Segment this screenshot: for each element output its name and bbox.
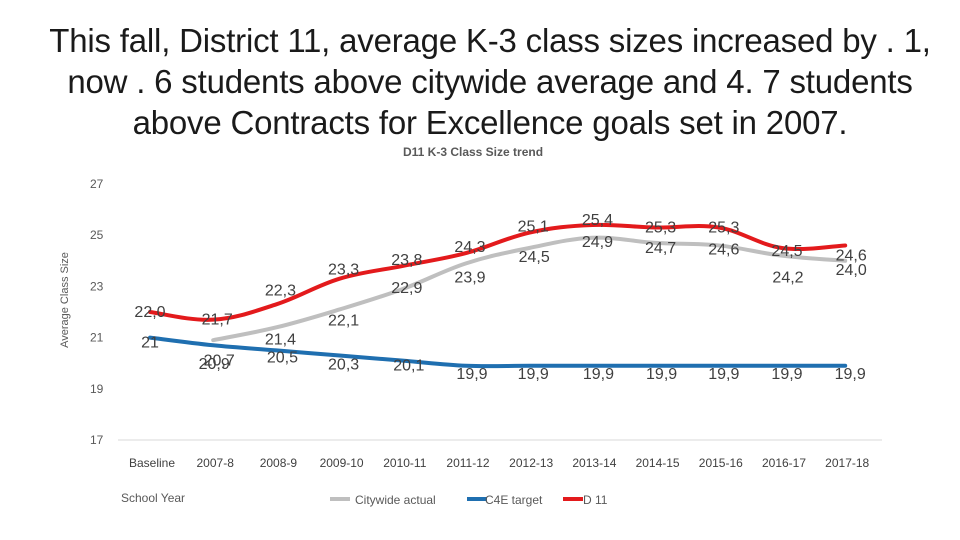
x-tick-label: 2009-10 bbox=[320, 456, 364, 470]
data-label: 25,1 bbox=[518, 219, 549, 236]
x-tick-label: 2011-12 bbox=[446, 456, 489, 470]
x-axis-title: School Year bbox=[121, 491, 185, 505]
data-label: 20,3 bbox=[328, 357, 359, 374]
x-tick-label: 2012-13 bbox=[509, 456, 553, 470]
data-label: 19,9 bbox=[518, 366, 549, 383]
data-label: 20,1 bbox=[393, 358, 424, 375]
legend: Citywide actual C4E target D 11 bbox=[330, 493, 608, 507]
legend-label: C4E target bbox=[485, 493, 543, 507]
data-label: 20,7 bbox=[204, 352, 235, 369]
data-labels: 20,9 21,4 22,1 22,9 23,9 24,5 24,9 24,7 24,6 24,2… bbox=[134, 212, 866, 383]
data-label: 22,3 bbox=[265, 282, 296, 299]
y-tick-label: 27 bbox=[90, 177, 104, 191]
data-label: 21 bbox=[141, 335, 159, 352]
data-label: 19,9 bbox=[646, 366, 677, 383]
legend-label: D 11 bbox=[583, 493, 608, 507]
data-label: 24,5 bbox=[771, 243, 802, 260]
series-line-2 bbox=[148, 222, 848, 322]
data-label: 22,0 bbox=[134, 304, 165, 321]
data-label: 21,7 bbox=[202, 312, 233, 329]
slide-title: This fall, District 11, average K-3 clas… bbox=[49, 22, 931, 141]
data-label: 23,3 bbox=[328, 262, 359, 279]
x-tick-label: 2015-16 bbox=[699, 456, 743, 470]
data-label: 24,7 bbox=[645, 240, 676, 257]
x-tick-label: 2008-9 bbox=[260, 456, 298, 470]
data-label: 25,3 bbox=[645, 220, 676, 237]
data-label: 20,9 bbox=[199, 356, 230, 373]
data-label: 19,9 bbox=[708, 366, 739, 383]
data-label: 24,6 bbox=[708, 241, 739, 258]
x-tick-label: 2017-18 bbox=[825, 456, 869, 470]
x-tick-label: 2007-8 bbox=[197, 456, 235, 470]
data-label: 19,9 bbox=[771, 366, 802, 383]
series-line-1 bbox=[148, 335, 848, 369]
x-axis-tick-labels: Baseline 2007-8 2008-9 2009-10 2010-11 2011-1… bbox=[129, 456, 870, 470]
data-label: 23,9 bbox=[454, 269, 485, 286]
x-tick-label: 2016-17 bbox=[762, 456, 806, 470]
data-label: 25,3 bbox=[708, 220, 739, 237]
data-label: 19,9 bbox=[583, 366, 614, 383]
data-label: 25,4 bbox=[582, 212, 613, 229]
data-label: 24,5 bbox=[519, 249, 550, 266]
data-label: 22,9 bbox=[391, 280, 422, 297]
chart-title: D11 K-3 Class Size trend bbox=[403, 145, 543, 159]
x-tick-label: 2010-11 bbox=[383, 456, 426, 470]
y-tick-label: 25 bbox=[90, 228, 104, 242]
data-label: 24,2 bbox=[772, 270, 803, 287]
legend-label: Citywide actual bbox=[355, 493, 436, 507]
series-line-0 bbox=[211, 235, 848, 343]
y-tick-label: 23 bbox=[90, 279, 104, 293]
x-tick-label: Baseline bbox=[129, 456, 175, 470]
data-label: 22,1 bbox=[328, 312, 359, 329]
y-tick-label: 19 bbox=[90, 382, 104, 396]
data-label: 20,5 bbox=[267, 349, 298, 366]
data-label: 24,9 bbox=[582, 234, 613, 251]
y-tick-label: 21 bbox=[90, 331, 104, 345]
y-tick-label: 17 bbox=[90, 433, 104, 447]
data-label: 24,3 bbox=[454, 239, 485, 256]
x-tick-label: 2013-14 bbox=[572, 456, 616, 470]
data-label: 24,0 bbox=[836, 262, 867, 279]
data-label: 23,8 bbox=[391, 252, 422, 269]
y-axis-tick-labels: 17 19 21 23 25 27 bbox=[90, 177, 104, 447]
data-label: 19,9 bbox=[835, 366, 866, 383]
x-tick-label: 2014-15 bbox=[636, 456, 680, 470]
data-label: 24,6 bbox=[836, 247, 867, 264]
y-axis-title: Average Class Size bbox=[59, 252, 71, 348]
series-lines bbox=[148, 222, 848, 369]
data-label: 21,4 bbox=[265, 331, 296, 348]
data-label: 19,9 bbox=[456, 366, 487, 383]
